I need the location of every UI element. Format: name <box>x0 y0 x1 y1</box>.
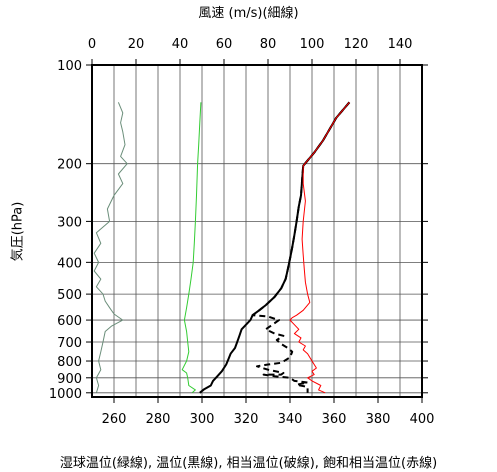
y-tick-label: 100 <box>57 59 82 74</box>
x-bottom-tick-label: 360 <box>322 412 347 427</box>
y-tick-label: 300 <box>57 215 82 230</box>
x-top-tick-label: 80 <box>260 37 277 52</box>
y-tick-label: 500 <box>57 288 82 303</box>
x-top-tick-label: 100 <box>300 37 325 52</box>
bottom-axis-title: 湿球温位(緑線), 温位(黒線), 相当温位(破線), 飽和相当温位(赤線) <box>59 456 438 471</box>
y-tick-label: 600 <box>57 314 82 329</box>
x-bottom-tick-label: 280 <box>146 412 171 427</box>
top-axis-title: 風速 (m/s)(細線) <box>198 6 299 21</box>
y-tick-label: 700 <box>57 336 82 351</box>
x-bottom-tick-label: 320 <box>234 412 259 427</box>
series-line-0 <box>93 102 128 393</box>
x-top-tick-label: 140 <box>388 37 413 52</box>
y-tick-label: 800 <box>57 355 82 370</box>
plot-frame <box>91 64 423 398</box>
series-line-3 <box>251 101 351 393</box>
x-top-tick-label: 20 <box>128 37 145 52</box>
y-axis-title: 気圧(hPa) <box>10 201 26 262</box>
y-tick-label: 400 <box>57 256 82 271</box>
x-bottom-tick-label: 400 <box>410 412 435 427</box>
x-bottom-tick-label: 260 <box>102 412 127 427</box>
x-bottom-tick-label: 300 <box>190 412 215 427</box>
grid <box>91 64 423 397</box>
y-tick-label: 900 <box>57 372 82 387</box>
x-top-tick-label: 120 <box>344 37 369 52</box>
x-bottom-tick-label: 340 <box>278 412 303 427</box>
x-top-tick-label: 0 <box>88 37 96 52</box>
x-bottom-tick-label: 380 <box>366 412 391 427</box>
series-lines <box>93 101 351 394</box>
x-top-tick-label: 40 <box>172 37 189 52</box>
series-line-4 <box>289 101 350 394</box>
series-line-1 <box>181 102 202 394</box>
x-top-tick-label: 60 <box>216 37 233 52</box>
series-line-2 <box>199 101 351 394</box>
y-tick-label: 1000 <box>49 387 82 402</box>
y-tick-label: 200 <box>57 158 82 173</box>
